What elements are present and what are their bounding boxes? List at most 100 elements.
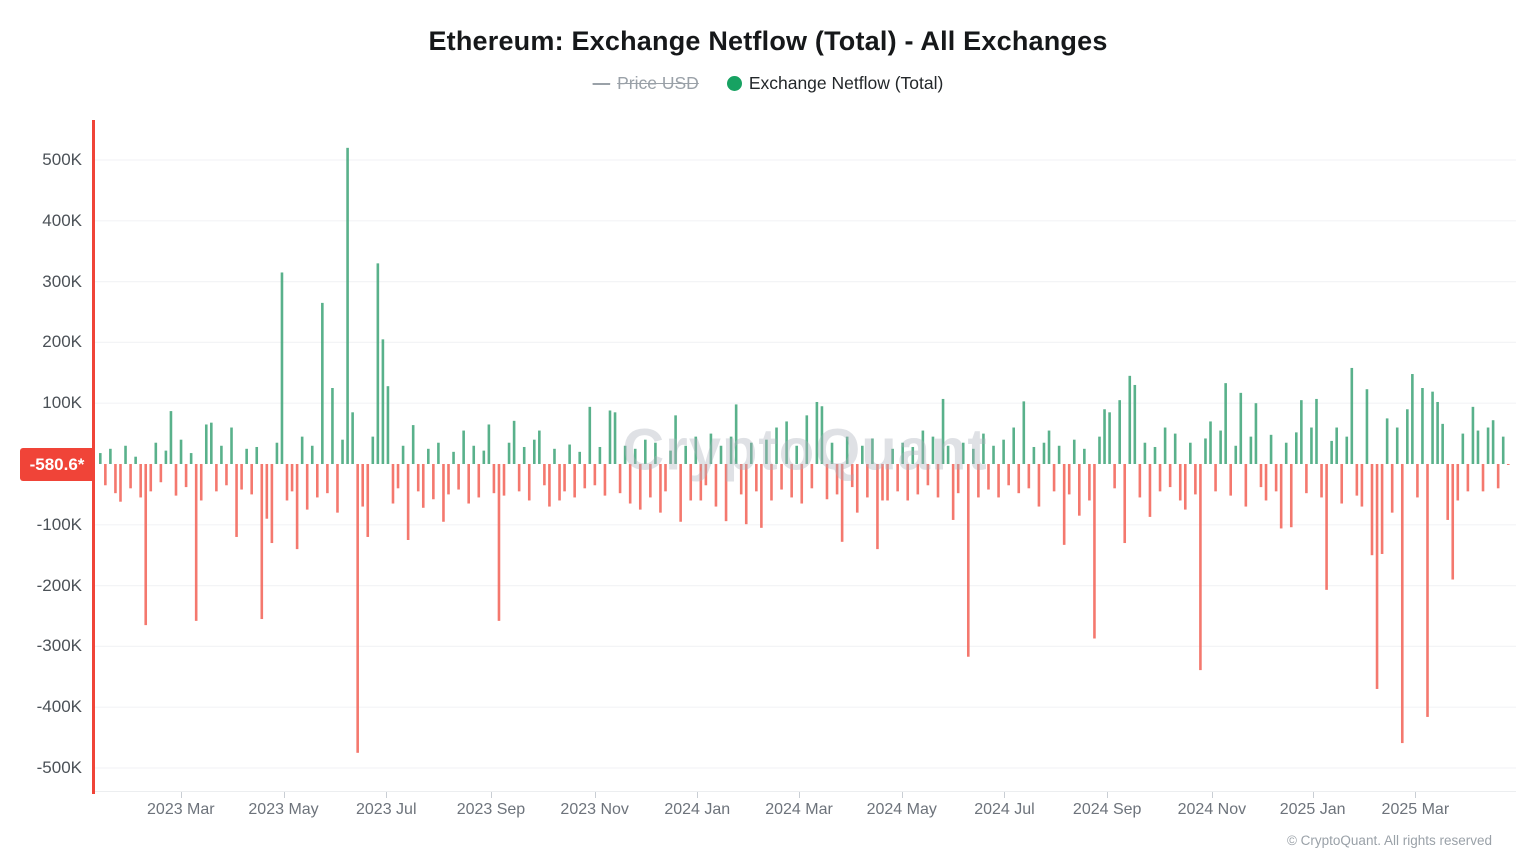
netflow-bar[interactable] <box>467 464 470 504</box>
netflow-bar[interactable] <box>598 446 602 464</box>
netflow-bar[interactable] <box>1360 464 1364 507</box>
netflow-bar[interactable] <box>1456 464 1460 501</box>
netflow-bar[interactable] <box>240 464 243 490</box>
netflow-bar[interactable] <box>371 436 375 464</box>
netflow-bar[interactable] <box>714 464 718 507</box>
netflow-bar[interactable] <box>336 464 339 513</box>
netflow-bar[interactable] <box>366 464 370 537</box>
netflow-bar[interactable] <box>1178 464 1182 501</box>
netflow-bar[interactable] <box>669 450 672 464</box>
netflow-bar[interactable] <box>406 464 410 540</box>
netflow-bar[interactable] <box>1042 442 1046 464</box>
netflow-bar[interactable] <box>628 464 632 504</box>
netflow-bar[interactable] <box>119 464 122 502</box>
netflow-bar[interactable] <box>265 464 269 519</box>
netflow-bar[interactable] <box>689 464 693 501</box>
netflow-bar[interactable] <box>472 445 476 464</box>
netflow-bar[interactable] <box>1234 445 1238 464</box>
netflow-bar[interactable] <box>447 464 450 495</box>
netflow-bar[interactable] <box>1183 464 1187 510</box>
netflow-bar[interactable] <box>1078 464 1081 516</box>
netflow-bar[interactable] <box>411 425 415 464</box>
netflow-bar[interactable] <box>744 464 748 525</box>
netflow-bar[interactable] <box>1466 464 1470 492</box>
netflow-bar[interactable] <box>245 448 248 464</box>
netflow-bar[interactable] <box>1204 438 1207 464</box>
netflow-bar[interactable] <box>1047 430 1051 464</box>
netflow-bar[interactable] <box>109 448 112 464</box>
netflow-bar[interactable] <box>1022 401 1026 464</box>
netflow-bar[interactable] <box>553 448 556 464</box>
netflow-bar[interactable] <box>1067 464 1071 495</box>
netflow-bar[interactable] <box>1209 421 1212 464</box>
netflow-bar[interactable] <box>1138 464 1142 498</box>
netflow-bar[interactable] <box>482 450 486 464</box>
netflow-bar[interactable] <box>785 421 788 464</box>
netflow-bar[interactable] <box>623 445 627 464</box>
netflow-bar[interactable] <box>517 464 521 492</box>
netflow-bar[interactable] <box>563 464 566 492</box>
netflow-bar[interactable] <box>285 464 289 501</box>
netflow-bar[interactable] <box>618 464 622 494</box>
netflow-bar[interactable] <box>1315 398 1318 464</box>
netflow-bar[interactable] <box>204 424 208 464</box>
netflow-bar[interactable] <box>255 446 259 464</box>
netflow-bar[interactable] <box>1350 367 1354 464</box>
netflow-bar[interactable] <box>1239 392 1243 464</box>
netflow-bar[interactable] <box>911 446 915 464</box>
netflow-bar[interactable] <box>1406 409 1409 464</box>
netflow-bar[interactable] <box>850 464 854 488</box>
netflow-bar[interactable] <box>235 464 238 537</box>
netflow-bar[interactable] <box>134 456 137 464</box>
netflow-bar[interactable] <box>1476 430 1480 464</box>
netflow-bar[interactable] <box>845 436 849 464</box>
netflow-bar[interactable] <box>1335 427 1338 464</box>
netflow-bar[interactable] <box>1355 464 1359 496</box>
netflow-bar[interactable] <box>376 263 380 464</box>
netflow-bar[interactable] <box>699 464 703 501</box>
netflow-bar[interactable] <box>1436 401 1439 464</box>
netflow-bar[interactable] <box>391 464 395 504</box>
netflow-bar[interactable] <box>331 388 334 464</box>
netflow-bar[interactable] <box>1002 439 1005 464</box>
netflow-bar[interactable] <box>260 464 264 620</box>
netflow-bar[interactable] <box>290 464 294 492</box>
netflow-bar[interactable] <box>477 464 481 498</box>
netflow-bar[interactable] <box>886 464 889 501</box>
netflow-bar[interactable] <box>926 464 930 486</box>
netflow-bar[interactable] <box>1471 406 1475 464</box>
netflow-bar[interactable] <box>1400 464 1404 744</box>
netflow-bar[interactable] <box>775 427 778 464</box>
netflow-bar[interactable] <box>815 401 819 464</box>
netflow-bar[interactable] <box>538 430 541 464</box>
netflow-bar[interactable] <box>1032 446 1036 464</box>
netflow-bar[interactable] <box>154 442 158 464</box>
netflow-bar[interactable] <box>1506 464 1510 465</box>
netflow-bar[interactable] <box>230 427 233 464</box>
netflow-bar[interactable] <box>972 448 975 464</box>
netflow-bar[interactable] <box>896 464 899 492</box>
netflow-bar[interactable] <box>876 464 879 550</box>
netflow-bar[interactable] <box>1496 464 1500 489</box>
netflow-bar[interactable] <box>1128 375 1132 464</box>
netflow-bar[interactable] <box>684 445 687 464</box>
netflow-bar[interactable] <box>1163 427 1167 464</box>
netflow-bar[interactable] <box>961 442 965 464</box>
netflow-bar[interactable] <box>1083 448 1086 464</box>
netflow-bar[interactable] <box>1118 400 1121 464</box>
netflow-bar[interactable] <box>583 464 587 489</box>
netflow-bar[interactable] <box>442 464 445 522</box>
netflow-bar[interactable] <box>1214 464 1217 492</box>
netflow-bar[interactable] <box>633 448 637 464</box>
netflow-bar[interactable] <box>755 464 758 492</box>
netflow-bar[interactable] <box>250 464 253 495</box>
netflow-bar[interactable] <box>1325 464 1328 590</box>
netflow-bar[interactable] <box>1320 464 1323 498</box>
netflow-bar[interactable] <box>1284 442 1288 464</box>
netflow-bar[interactable] <box>543 464 546 486</box>
netflow-bar[interactable] <box>310 445 314 464</box>
netflow-bar[interactable] <box>613 412 617 464</box>
netflow-bar[interactable] <box>644 439 647 464</box>
netflow-bar[interactable] <box>361 464 365 507</box>
netflow-bar[interactable] <box>99 453 102 464</box>
